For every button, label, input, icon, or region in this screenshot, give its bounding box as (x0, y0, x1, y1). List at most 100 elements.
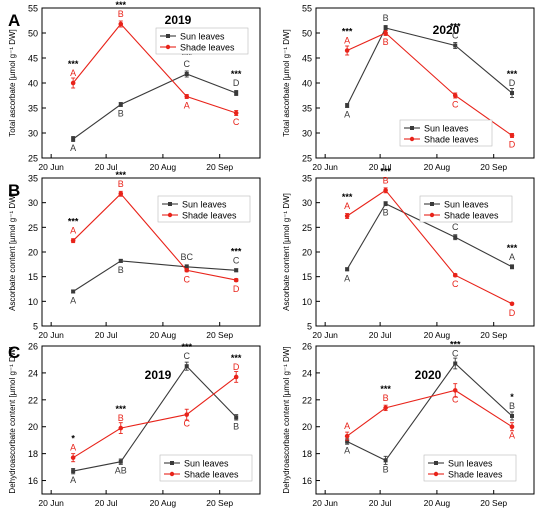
data-point-sun (345, 103, 350, 108)
significance-mark: *** (116, 170, 127, 180)
legend-marker-shade (429, 212, 435, 218)
data-point-sun (345, 439, 350, 444)
y-tick-label: 22 (302, 395, 312, 405)
series-line-shade (346, 32, 513, 136)
x-tick-label: 20 Sep (480, 330, 507, 340)
significance-mark: *** (342, 192, 353, 202)
data-point-sun (184, 264, 189, 269)
data-point-shade (344, 433, 350, 439)
chart-2: 25 30 35 40 45 50 55 20 Jun 20 Jul 20 Aug 20 Sep To… (282, 4, 535, 172)
panel-letter-a: A (8, 11, 20, 30)
data-point-sun (184, 364, 189, 369)
series-line-sun (346, 362, 513, 462)
letter-shade: C (452, 394, 459, 404)
letter-sun: C (452, 31, 459, 41)
letter-shade: A (70, 226, 76, 236)
letter-sun: C (452, 222, 459, 232)
x-tick-label: 20 Jun (312, 330, 338, 340)
significance-mark: *** (231, 353, 242, 363)
legend-label: Shade leaves (180, 43, 235, 53)
data-point-shade (70, 238, 76, 243)
series-line-sun (72, 73, 237, 140)
series-line-shade (346, 189, 513, 305)
significance-mark: *** (181, 342, 192, 352)
data-point-shade (70, 80, 76, 86)
y-tick-label: 35 (302, 104, 312, 114)
data-point-shade (233, 110, 239, 116)
x-tick-label: 20 Aug (424, 330, 451, 340)
plot-frame (315, 345, 535, 495)
legend-box (399, 119, 493, 147)
letter-shade: A (184, 101, 190, 111)
data-point-shade (452, 272, 458, 278)
y-tick-label: 30 (28, 198, 38, 208)
y-axis-label: Dehydroascorbate content [µmol g⁻¹ DW] (282, 346, 291, 493)
letter-sun: B (509, 401, 515, 411)
legend-marker-shade (409, 136, 415, 142)
y-tick-label: 50 (302, 29, 312, 39)
data-point-shade (383, 188, 388, 193)
y-tick-label: 35 (28, 174, 38, 184)
x-tick-label: 20 Jun (38, 330, 64, 340)
data-point-shade (344, 48, 350, 53)
x-tick-label: 20 Sep (480, 162, 507, 172)
legend-marker-sun (168, 202, 172, 206)
data-point-sun (510, 264, 515, 269)
x-tick-label: 20 Aug (150, 162, 177, 172)
y-axis-label: Ascorbate content [µmol g⁻¹ DW] (282, 193, 291, 311)
y-tick-label: 25 (302, 154, 312, 164)
legend-label: Sun leaves (180, 32, 225, 42)
x-tick-label: 20 Sep (206, 330, 233, 340)
chart-title: 2019 (165, 13, 192, 27)
y-tick-label: 16 (302, 476, 312, 486)
data-point-sun (453, 361, 458, 366)
letter-shade: D (233, 362, 240, 372)
legend-marker-shade (169, 471, 175, 477)
letter-sun: B (118, 109, 124, 119)
x-tick-label: 20 Jun (312, 498, 338, 508)
legend-box (159, 454, 253, 482)
y-tick-label: 40 (302, 79, 312, 89)
letter-shade: B (383, 393, 389, 403)
data-point-sun (345, 267, 350, 272)
y-tick-label: 25 (28, 223, 38, 233)
legend-label: Sun leaves (184, 459, 229, 469)
legend-label: Sun leaves (182, 200, 227, 210)
significance-mark: *** (507, 243, 518, 253)
letter-sun: B (383, 208, 389, 218)
y-tick-label: 22 (28, 395, 38, 405)
letter-shade: D (233, 284, 240, 294)
x-tick-label: 20 Sep (480, 498, 507, 508)
data-point-sun (71, 137, 76, 141)
letter-shade: A (344, 421, 350, 431)
letter-sun: D (233, 78, 240, 88)
legend-label: Sun leaves (448, 459, 493, 469)
series-line-shade (346, 389, 513, 437)
data-point-sun (383, 201, 388, 206)
data-point-shade (118, 21, 124, 27)
y-tick-label: 24 (302, 368, 312, 378)
significance-mark: *** (68, 59, 79, 69)
letter-shade: A (344, 36, 350, 46)
series-line-shade (72, 23, 237, 114)
data-point-shade (233, 277, 239, 283)
letter-shade: B (383, 175, 389, 185)
series-line-shade (72, 192, 237, 281)
data-point-shade (184, 94, 190, 99)
y-tick-label: 18 (302, 449, 312, 459)
letter-sun: A (344, 110, 350, 120)
chart-4: 5 10 15 20 25 30 35 20 Jun 20 Jul 20 Aug 20 Sep Asc… (282, 166, 535, 340)
legend-marker-sun (170, 461, 174, 465)
y-axis-label: Total ascorbate [µmol g⁻¹ DW] (8, 29, 17, 137)
data-point-shade (509, 424, 515, 430)
x-tick-label: 20 Jul (95, 330, 118, 340)
significance-mark: *** (342, 27, 353, 37)
significance-mark: *** (450, 22, 461, 32)
x-tick-label: 20 Aug (150, 330, 177, 340)
data-point-shade (233, 374, 239, 380)
letter-shade: C (183, 419, 190, 429)
data-point-sun (453, 43, 458, 48)
data-point-shade (184, 267, 190, 273)
letter-sun: A (344, 273, 350, 283)
chart-title: 2020 (415, 368, 442, 382)
